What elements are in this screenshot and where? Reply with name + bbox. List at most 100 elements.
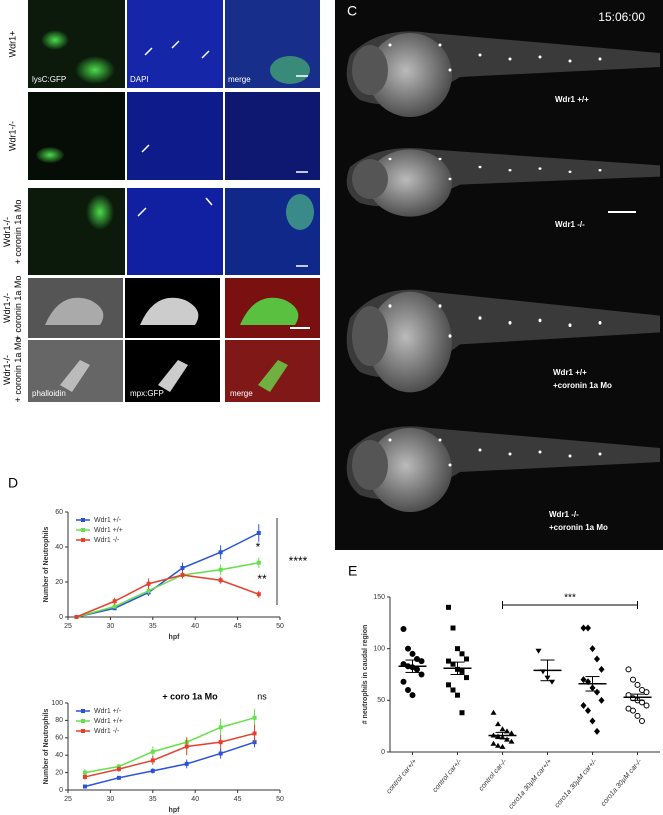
marker: [256, 560, 261, 565]
series-line: [76, 532, 260, 618]
y-tick-label: 20: [55, 769, 63, 776]
panel-letter: E: [348, 563, 357, 579]
x-tick-label: 45: [234, 796, 242, 803]
marker: [218, 567, 223, 572]
data-point: [495, 721, 501, 727]
series-line: [84, 741, 255, 788]
data-point: [643, 689, 650, 696]
fish-label: +coronin 1a Mo: [553, 381, 612, 390]
x-tick-label: 35: [149, 796, 157, 803]
legend-marker: [81, 518, 85, 522]
fish-label: Wdr1 -/-: [549, 510, 579, 519]
data-point: [598, 696, 605, 704]
data-point: [580, 676, 587, 684]
x-axis-label: hpf: [169, 807, 181, 814]
data-point: [409, 692, 416, 699]
data-point: [446, 658, 451, 664]
y-tick-label: 60: [55, 735, 63, 742]
legend-label: Wdr1 -/-: [94, 537, 120, 544]
data-point: [400, 626, 407, 633]
column-label: DAPI: [130, 75, 149, 84]
y-tick-label: 60: [55, 509, 63, 516]
x-tick-label: 25: [64, 796, 72, 803]
y-tick-label: 100: [373, 646, 385, 653]
data-point: [504, 736, 510, 742]
row-label: Wdr1-/-: [2, 355, 12, 385]
marker: [74, 615, 79, 619]
marker: [116, 767, 121, 772]
y-axis-label: # neutrophils in caudal region: [362, 625, 369, 725]
data-point: [409, 650, 416, 657]
legend-label: Wdr1 +/-: [94, 708, 122, 715]
annotation: ***: [564, 593, 576, 604]
column-label: lysC:GFP: [32, 75, 66, 84]
data-point: [464, 656, 469, 662]
data-point: [589, 717, 596, 725]
fish-label: Wdr1 +/+: [555, 95, 589, 104]
data-point: [598, 665, 605, 673]
x-tick-label: 40: [191, 796, 199, 803]
legend-label: Wdr1 -/-: [94, 728, 120, 735]
data-point: [464, 675, 469, 681]
data-point: [535, 648, 542, 654]
data-point: [459, 651, 465, 657]
annotation: *: [256, 540, 261, 554]
data-point: [450, 661, 456, 667]
x-tick-label: 50: [276, 623, 284, 630]
data-point: [643, 702, 650, 709]
annotation: **: [257, 572, 267, 586]
data-point: [405, 687, 411, 693]
data-point: [499, 726, 506, 732]
marker: [218, 725, 223, 730]
data-point: [418, 658, 425, 665]
marker: [82, 770, 87, 775]
data-point: [490, 709, 497, 715]
marker: [150, 749, 155, 754]
data-point: [630, 707, 636, 714]
legend-marker: [81, 719, 85, 723]
legend-marker: [81, 729, 85, 733]
y-tick-label: 20: [55, 579, 63, 586]
y-tick-label: 150: [373, 594, 385, 601]
legend-marker: [81, 709, 85, 713]
marker: [116, 775, 121, 780]
data-point: [508, 738, 515, 744]
x-tick-label: 25: [64, 623, 72, 630]
legend-label: Wdr1 +/+: [94, 527, 123, 534]
row-label: Wdr1-/-: [2, 293, 12, 323]
data-point: [446, 604, 451, 610]
legend-marker: [81, 528, 85, 532]
panel-b: [28, 278, 320, 402]
row-label: Wdr1-/-: [7, 121, 17, 151]
data-point: [414, 666, 420, 673]
data-point: [639, 718, 645, 724]
row-label: + coronin 1a Mo: [13, 276, 23, 341]
data-point: [585, 624, 591, 632]
y-axis-label: Number of Neutrophils: [43, 526, 50, 602]
marker: [146, 588, 151, 593]
legend-label: Wdr1 +/+: [94, 718, 123, 725]
series-line: [84, 732, 255, 778]
x-tick-label: 30: [107, 623, 115, 630]
data-point: [580, 624, 587, 632]
chart-title: + coro 1a Mo: [162, 691, 218, 701]
panel-letter: A: [8, 3, 18, 19]
data-point: [594, 655, 600, 663]
marker: [180, 566, 185, 570]
row-label: + coronin 1a Mo: [13, 200, 23, 265]
fish-label: +coronin 1a Mo: [549, 523, 608, 532]
annotation: ****: [289, 554, 308, 568]
marker: [218, 740, 223, 745]
panel-c: [335, 0, 663, 550]
marker: [150, 758, 155, 763]
panel-letter: D: [8, 475, 18, 491]
data-point: [405, 645, 411, 652]
data-point: [508, 730, 515, 736]
fish-label: Wdr1 -/-: [555, 220, 585, 229]
data-point: [634, 712, 641, 719]
y-tick-label: 0: [59, 614, 63, 621]
marker: [150, 768, 155, 773]
data-point: [630, 676, 636, 683]
data-point: [490, 740, 497, 746]
